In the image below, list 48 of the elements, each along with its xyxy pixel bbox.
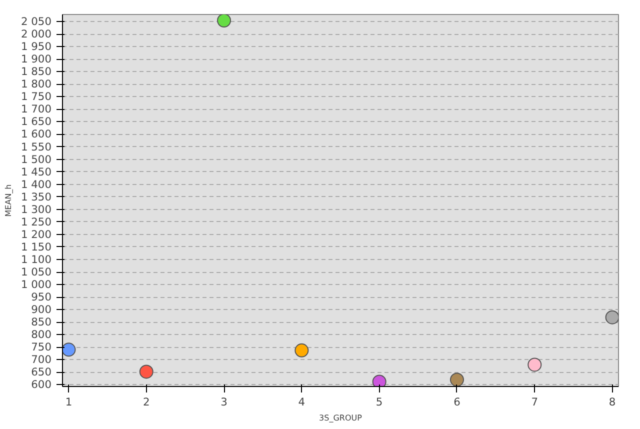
y-tick-label: 1 000 — [20, 278, 52, 292]
point — [62, 342, 76, 357]
y-tick-label: 950 — [31, 290, 52, 304]
y-axis-title: MEAN_h — [4, 184, 13, 217]
y-tick-label: 1 850 — [20, 65, 52, 78]
y-tick-label: 650 — [31, 366, 52, 379]
y-tick-label: 1 650 — [20, 115, 52, 128]
y-tick-label: 2 000 — [20, 28, 52, 41]
x-axis-title: 3S_GROUP — [319, 414, 362, 422]
y-tick-label: 1 450 — [20, 165, 52, 178]
y-tick-label: 850 — [31, 316, 52, 329]
y-tick-label: 1 500 — [20, 152, 52, 166]
y-tick-label: 750 — [31, 340, 52, 354]
y-tick-label: 1 550 — [20, 140, 52, 154]
x-tick-label: 2 — [142, 396, 150, 408]
y-tick-label: 1 050 — [20, 266, 52, 279]
y-tick-label: 1 250 — [20, 215, 52, 228]
y-tick-label: 1 600 — [20, 128, 52, 141]
y-tick-label: 1 700 — [20, 102, 52, 116]
y-tick-label: 800 — [31, 328, 52, 342]
y-tick-label: 600 — [31, 378, 52, 392]
y-tick-label: 1 200 — [20, 228, 52, 241]
y-tick-label: 2 050 — [20, 15, 52, 28]
y-tick-label: 1 150 — [20, 240, 52, 254]
y-tick-label: 1 950 — [20, 40, 52, 54]
point — [372, 374, 386, 386]
x-tick-label: 7 — [531, 396, 538, 408]
point — [139, 364, 154, 379]
point — [605, 310, 618, 324]
y-tick-label: 1 800 — [20, 78, 52, 91]
y-tick-label: 1 350 — [20, 190, 52, 204]
y-tick-label: 700 — [31, 353, 52, 366]
x-tick-label: 8 — [608, 396, 616, 408]
x-tick-label: 6 — [454, 396, 461, 408]
y-tick-label: 1 400 — [20, 178, 52, 191]
y-tick-label: 1 300 — [20, 202, 52, 216]
y-tick-label: 1 750 — [20, 90, 52, 104]
point — [217, 14, 232, 28]
y-tick-label: 900 — [31, 303, 52, 316]
y-tick-label: 1 900 — [20, 52, 52, 66]
x-tick-label: 5 — [376, 396, 383, 408]
x-tick-label: 3 — [220, 396, 228, 408]
x-tick-label: 1 — [65, 396, 72, 408]
x-tick-label: 4 — [298, 396, 306, 408]
y-tick-label: 1 100 — [20, 252, 52, 266]
point — [450, 372, 464, 386]
point — [294, 343, 309, 358]
point — [528, 358, 542, 372]
